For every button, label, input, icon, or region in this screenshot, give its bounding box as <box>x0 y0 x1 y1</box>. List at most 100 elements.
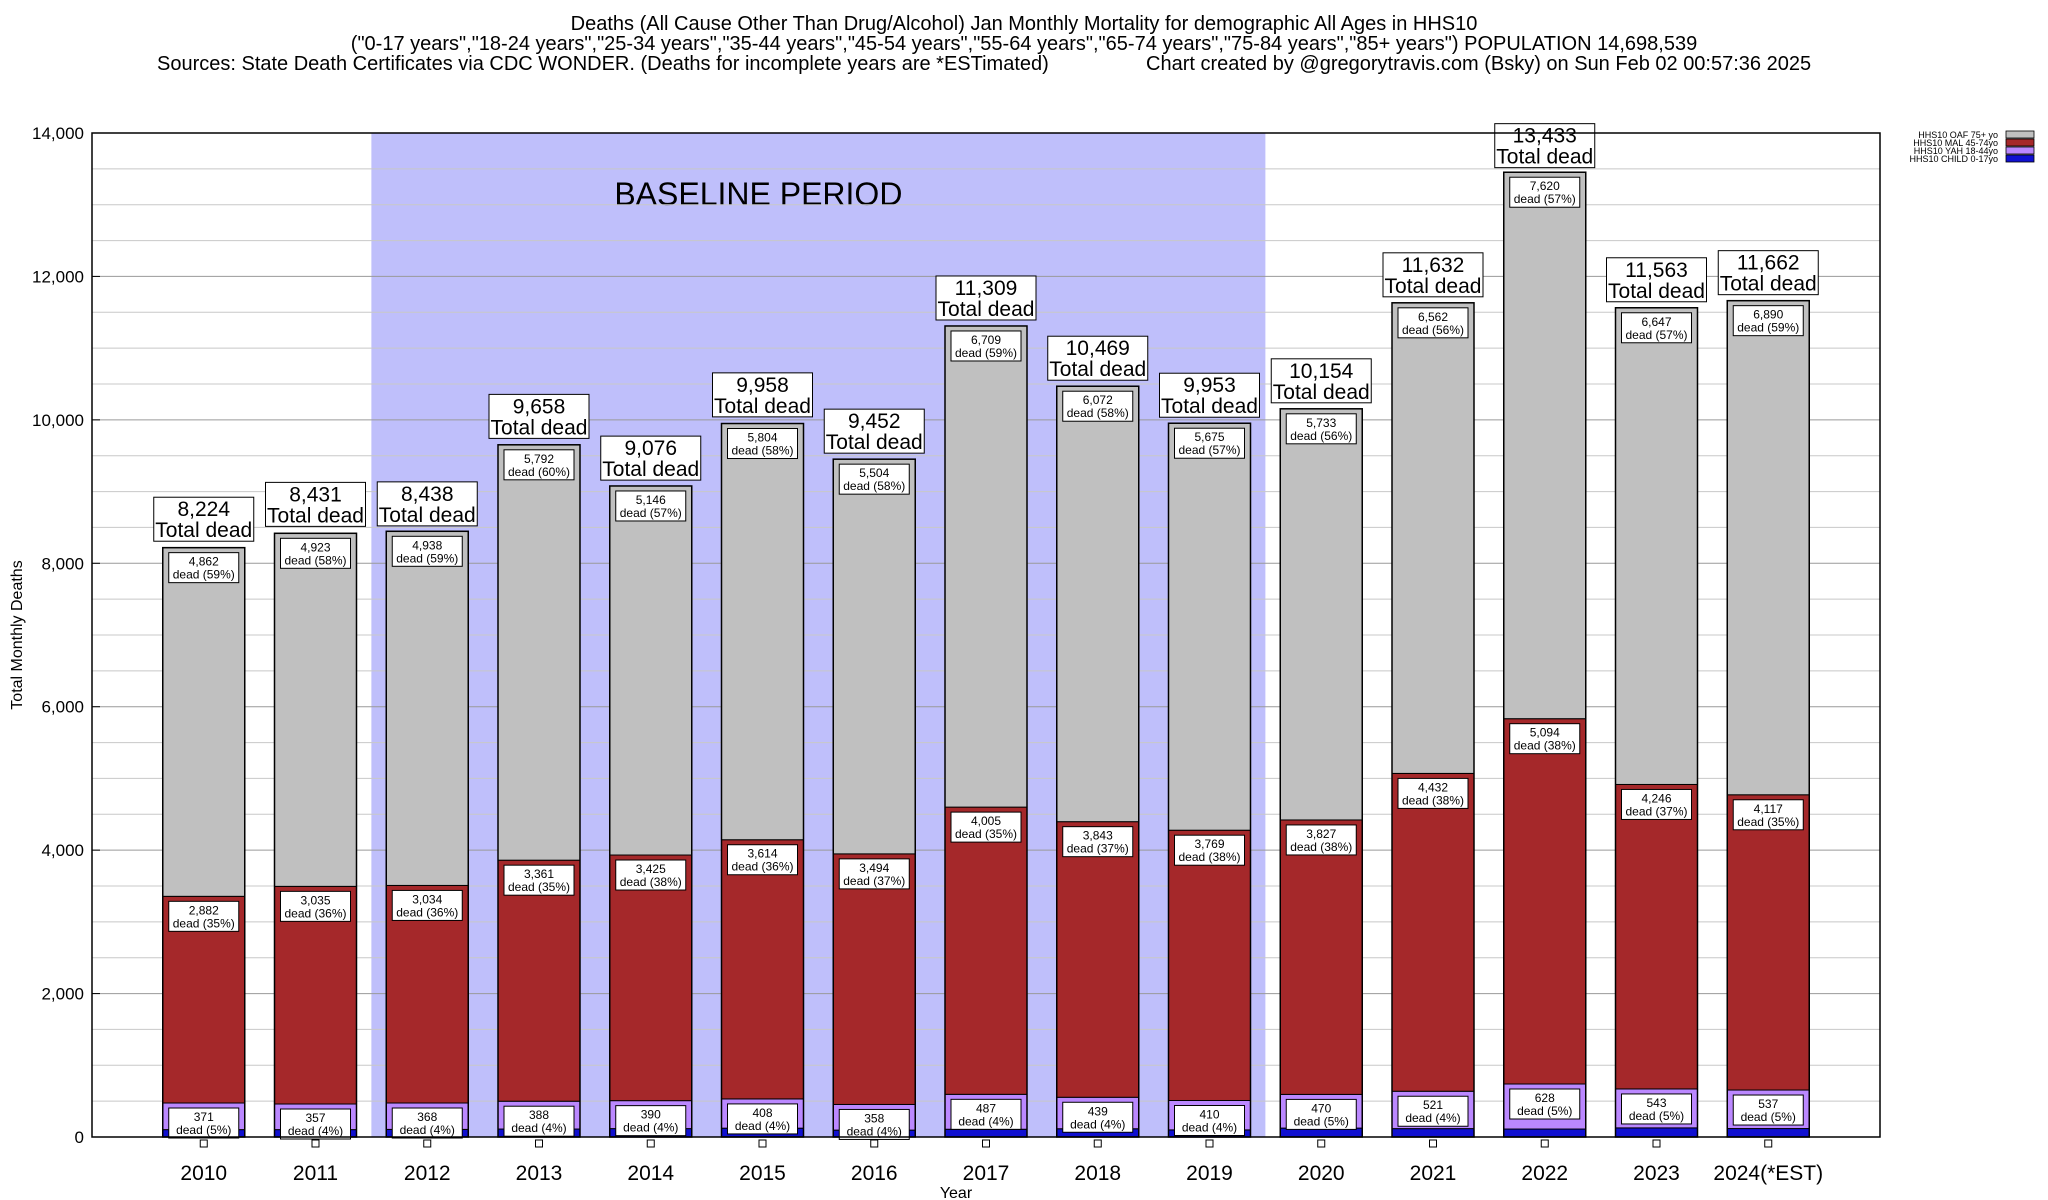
legend-swatch <box>2005 138 2035 147</box>
bar-segment <box>1615 307 1698 785</box>
total-label-box <box>600 435 702 481</box>
legend-swatch <box>2005 154 2035 163</box>
plot-frame <box>91 132 1881 1138</box>
segment-label-count: 4,246 <box>1641 791 1671 805</box>
segment-label-box <box>503 864 575 896</box>
x-marker <box>870 1139 879 1148</box>
total-label-box <box>712 372 813 418</box>
segment-label-pct: dead (59%) <box>1737 321 1799 335</box>
bar-segment <box>1726 1128 1810 1138</box>
segment-label-box <box>280 1108 351 1140</box>
segment-label-count: 3,843 <box>1083 829 1113 843</box>
total-label-value: 10,469 <box>1066 337 1130 360</box>
bar-segment <box>274 532 357 887</box>
total-label-box <box>488 393 590 439</box>
segment-label-box <box>1285 413 1357 445</box>
bar-segment <box>1726 300 1810 796</box>
segment-label-count: 2,882 <box>189 903 219 917</box>
x-marker <box>646 1139 655 1148</box>
bar-segment <box>1279 408 1363 821</box>
bar-segment <box>1279 819 1363 1095</box>
x-tick-label: 2014 <box>627 1162 674 1185</box>
segment-label-count: 487 <box>976 1101 996 1115</box>
segment-label-pct: dead (5%) <box>1629 1109 1684 1123</box>
total-label-value: 9,076 <box>624 437 677 460</box>
segment-label-pct: dead (57%) <box>1178 443 1240 457</box>
total-label-text: Total dead <box>714 395 811 418</box>
total-label-value: 9,658 <box>513 395 566 418</box>
segment-label-pct: dead (35%) <box>1737 815 1799 829</box>
y-tick-label: 2,000 <box>41 985 84 1004</box>
segment-label-box <box>727 844 798 876</box>
segment-label-pct: dead (5%) <box>1517 1104 1572 1118</box>
total-label-value: 9,953 <box>1183 374 1236 397</box>
segment-label-box <box>950 811 1022 843</box>
segment-label-box <box>168 1107 240 1139</box>
segment-label-pct: dead (4%) <box>1405 1111 1460 1125</box>
x-marker <box>1093 1139 1102 1148</box>
segment-label-box <box>950 330 1022 362</box>
total-label-value: 13,433 <box>1513 125 1577 148</box>
legend-swatch <box>2005 146 2035 155</box>
y-tick-label: 14,000 <box>32 124 84 143</box>
segment-label-count: 3,035 <box>300 893 330 907</box>
segment-label-box <box>1397 777 1469 809</box>
segment-label-pct: dead (4%) <box>288 1124 343 1138</box>
bar-segment <box>162 547 246 897</box>
segment-label-box <box>1174 1104 1245 1136</box>
segment-label-pct: dead (4%) <box>1070 1117 1125 1131</box>
total-label-box <box>823 408 925 454</box>
segment-label-count: 5,146 <box>636 493 666 507</box>
legend-label: HHS10 OAF 75+ yo <box>1918 130 1998 140</box>
total-label-text: Total dead <box>1273 381 1370 404</box>
segment-label-box <box>1174 834 1245 866</box>
segment-label-box <box>1285 824 1357 856</box>
chart-title-block: Deaths (All Cause Other Than Drug/Alcoho… <box>0 14 2048 54</box>
segment-label-pct: dead (37%) <box>1625 804 1687 818</box>
legend-label: HHS10 CHILD 0-17yo <box>1909 154 1998 164</box>
segment-label-count: 388 <box>529 1108 549 1122</box>
segment-label-pct: dead (35%) <box>508 880 570 894</box>
segment-label-count: 6,072 <box>1083 393 1113 407</box>
total-label-text: Total dead <box>826 431 923 454</box>
bar-segment <box>1056 821 1140 1098</box>
segment-label-box <box>838 858 910 890</box>
x-marker <box>423 1139 432 1148</box>
segment-label-count: 543 <box>1646 1096 1666 1110</box>
bar-segment <box>1391 1128 1475 1138</box>
x-tick-label: 2023 <box>1633 1162 1680 1185</box>
y-tick-label: 12,000 <box>32 267 84 286</box>
bar-segment <box>1503 718 1587 1085</box>
segment-label-count: 390 <box>641 1108 661 1122</box>
segment-label-box <box>1732 799 1804 831</box>
segment-label-count: 537 <box>1758 1097 1778 1111</box>
segment-label-pct: dead (5%) <box>176 1123 231 1137</box>
y-tick-label: 4,000 <box>41 841 84 860</box>
total-label-text: Total dead <box>491 416 588 439</box>
segment-label-count: 470 <box>1311 1101 1331 1115</box>
segment-label-count: 368 <box>417 1110 437 1124</box>
segment-label-box <box>1062 390 1134 422</box>
segment-label-count: 410 <box>1199 1107 1219 1121</box>
segment-label-pct: dead (36%) <box>284 906 346 920</box>
segment-label-count: 5,504 <box>859 466 889 480</box>
bar-segment <box>385 884 469 1104</box>
x-marker <box>1764 1139 1773 1148</box>
segment-label-pct: dead (58%) <box>731 444 793 458</box>
bar-segment <box>1391 772 1475 1092</box>
segment-label-box <box>280 890 351 922</box>
segment-label-pct: dead (38%) <box>1402 793 1464 807</box>
segment-label-count: 3,034 <box>412 892 442 906</box>
bar-segment <box>609 485 693 856</box>
x-tick-label: 2013 <box>516 1162 563 1185</box>
bar-segment <box>721 839 804 1100</box>
segment-label-box <box>280 537 351 569</box>
y-tick-label: 8,000 <box>41 554 84 573</box>
y-tick-label: 0 <box>75 1128 84 1147</box>
segment-label-box <box>727 1103 798 1135</box>
segment-label-count: 4,117 <box>1754 802 1783 816</box>
segment-label-box <box>838 1108 910 1140</box>
y-tick-label: 10,000 <box>32 411 84 430</box>
segment-label-box <box>1509 1088 1581 1120</box>
